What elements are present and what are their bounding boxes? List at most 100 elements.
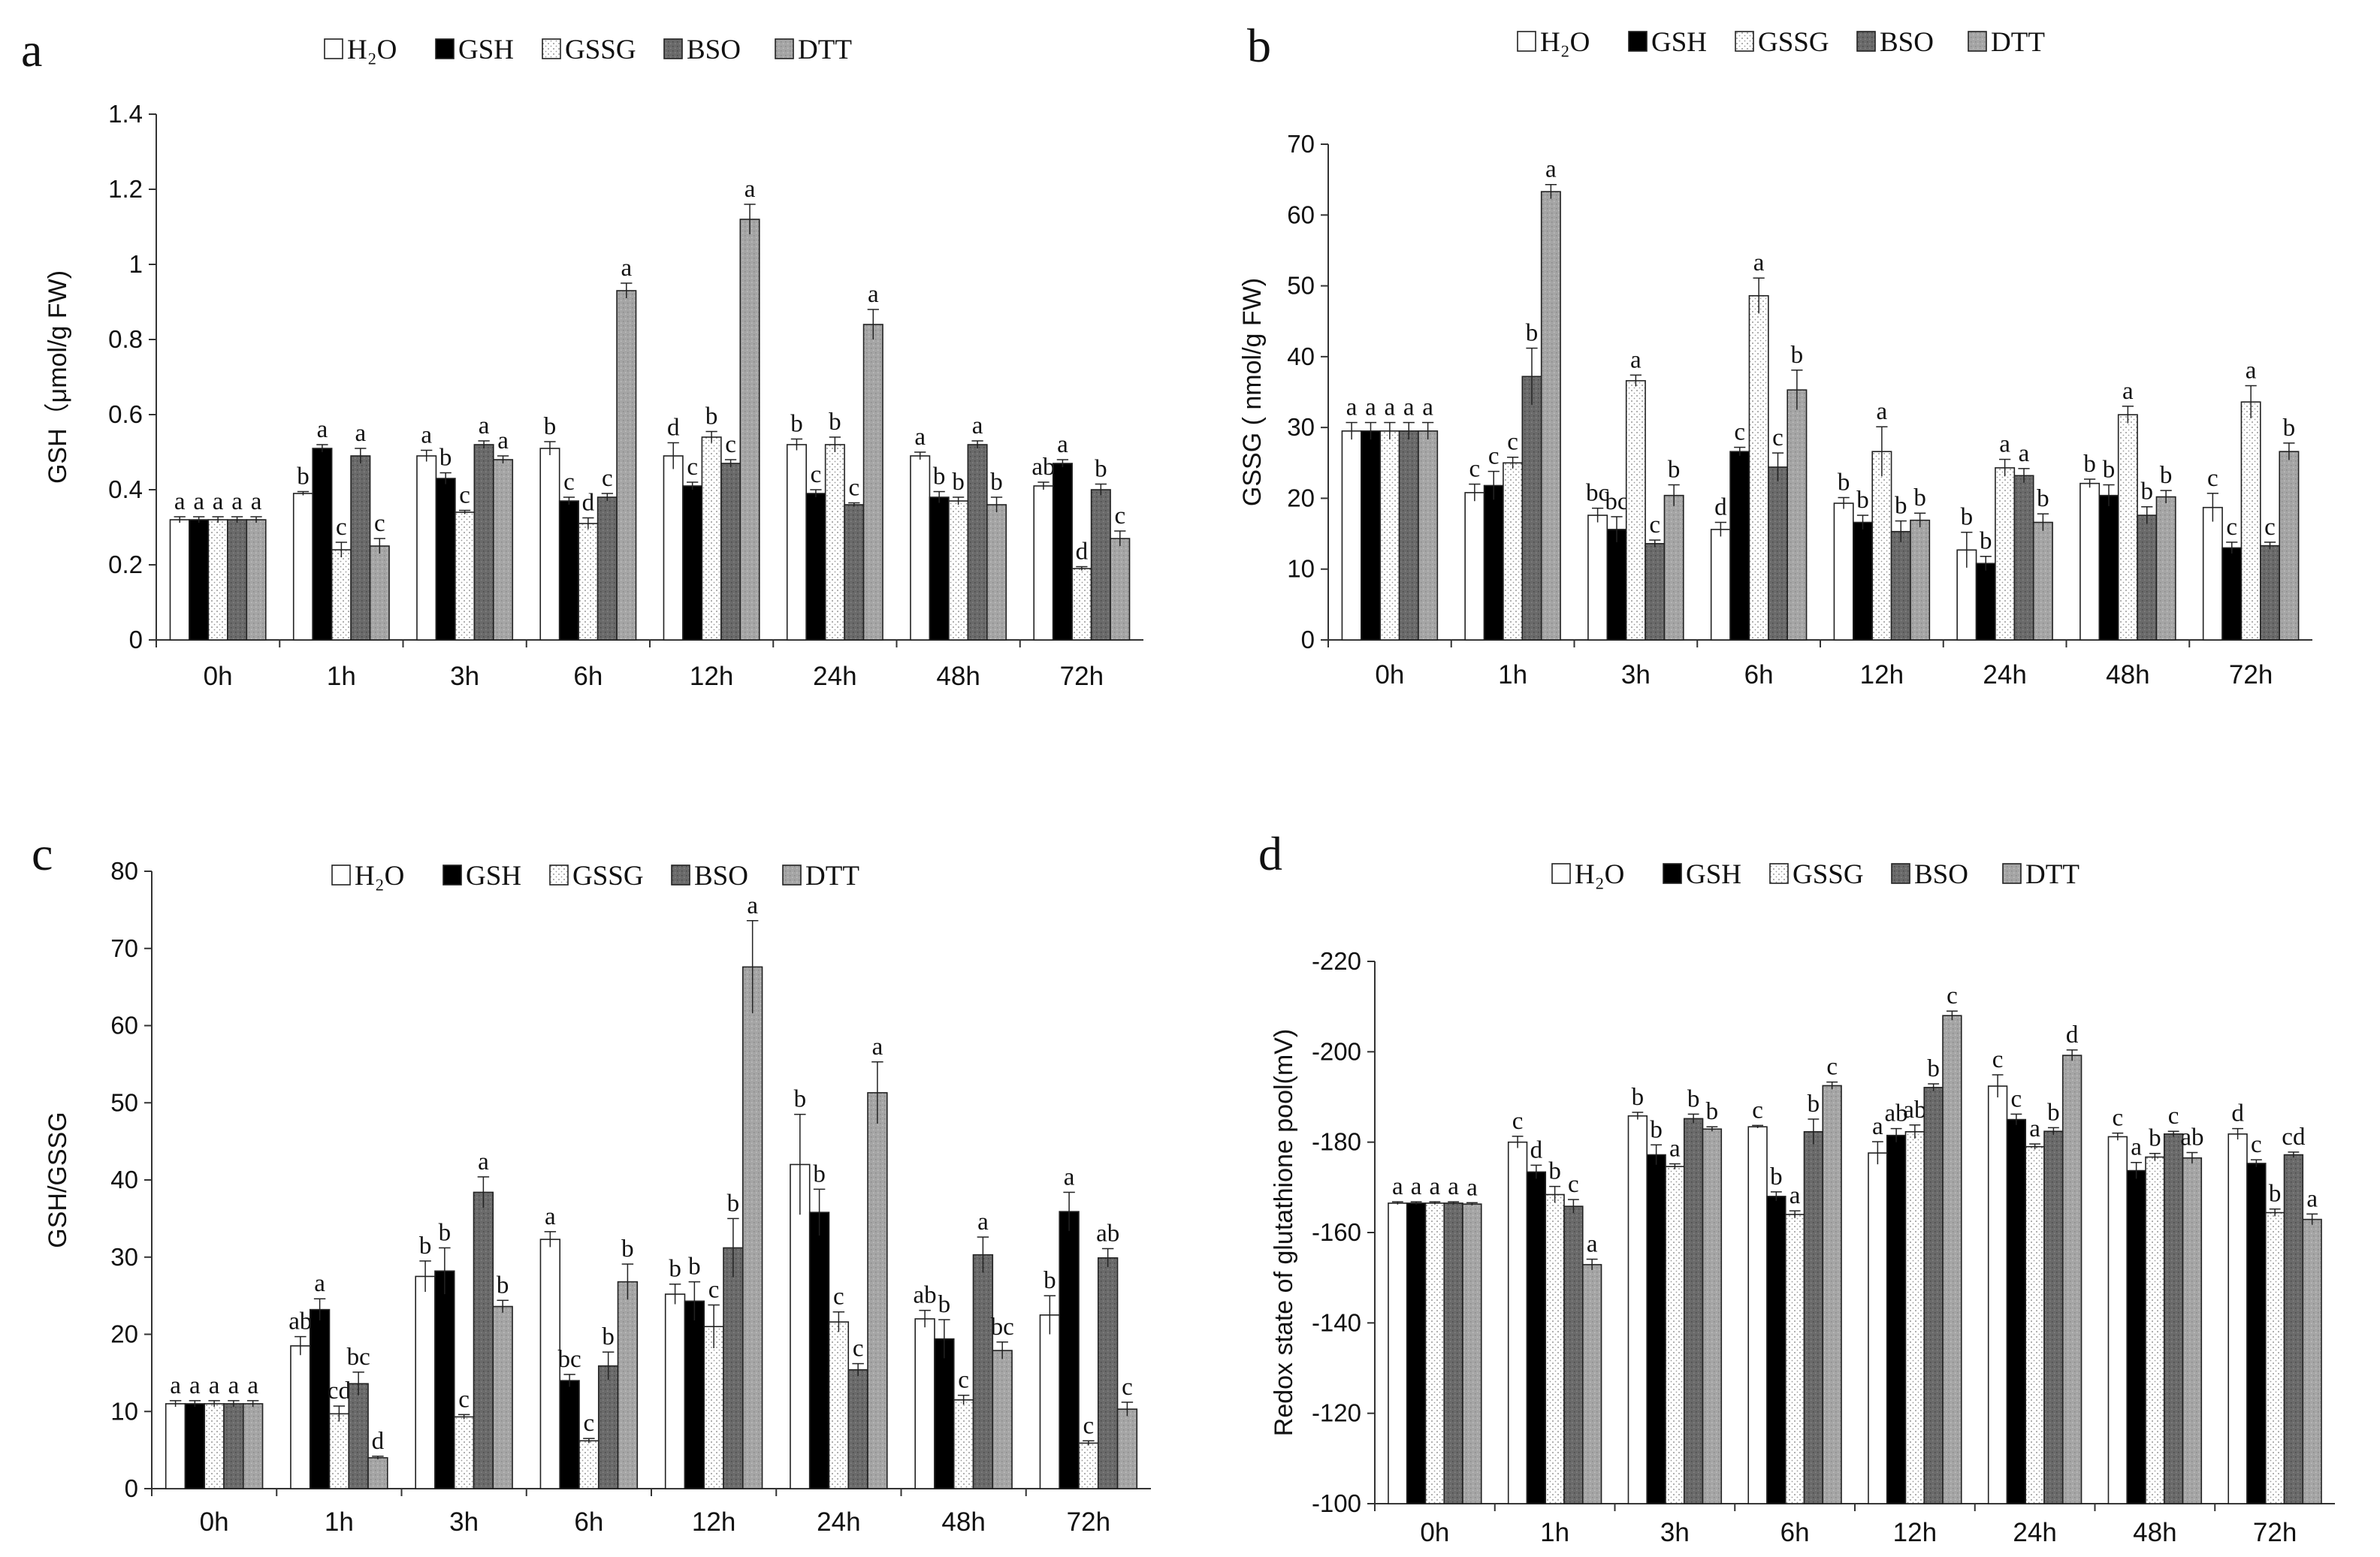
y-tick-label: -180 — [1312, 1128, 1361, 1156]
significance-letter: b — [419, 1233, 432, 1260]
significance-letter: c — [336, 514, 347, 541]
significance-letter: a — [479, 412, 490, 439]
significance-letter: b — [1770, 1163, 1783, 1190]
significance-letter: c — [811, 461, 822, 488]
significance-letter: a — [228, 1372, 240, 1399]
legend-swatch-bso — [1891, 863, 1910, 884]
bar-gssg — [1625, 380, 1646, 641]
significance-letter: b — [933, 463, 946, 490]
y-tick-label: 1 — [129, 250, 143, 278]
bar-gssg — [1904, 1131, 1925, 1504]
significance-letter: ab — [1031, 454, 1055, 481]
significance-letter: a — [1064, 1163, 1075, 1190]
significance-letter: c — [1947, 982, 1958, 1009]
x-tick-label: 3h — [1621, 660, 1651, 689]
significance-letter: c — [1826, 1054, 1838, 1081]
significance-letter: b — [938, 1291, 951, 1318]
significance-letter: b — [439, 445, 452, 472]
y-tick-label: 60 — [1287, 201, 1315, 228]
significance-letter: c — [2264, 514, 2276, 541]
legend-label: H₂O — [1575, 859, 1624, 890]
significance-letter: b — [794, 1086, 807, 1113]
bar-dtt — [986, 504, 1007, 641]
significance-letter: a — [545, 1203, 556, 1230]
significance-letter: a — [972, 412, 983, 439]
significance-letter: b — [2269, 1181, 2282, 1208]
significance-letter: b — [2141, 478, 2154, 505]
significance-letter: b — [602, 1323, 615, 1350]
y-axis-label: Redox state of glutathione pool(mV) — [1270, 1029, 1298, 1436]
bar-gsh — [1361, 430, 1381, 641]
legend-label: GSH — [458, 35, 514, 65]
bar-dtt — [2061, 1055, 2082, 1504]
y-tick-label: -160 — [1312, 1218, 1361, 1246]
bar-gsh — [808, 1212, 830, 1489]
legend: H₂O GSH GSSG BSO DTT — [1517, 27, 2045, 58]
x-tick-label: 24h — [817, 1507, 860, 1537]
significance-letter: c — [584, 1410, 595, 1437]
x-tick-label: 72h — [2229, 660, 2273, 689]
bar-bso — [597, 496, 618, 641]
significance-letter: b — [1980, 528, 1992, 555]
significance-letter: ab — [914, 1282, 937, 1309]
significance-letter: a — [189, 1372, 201, 1399]
legend-label: GSSG — [1793, 859, 1864, 890]
bar-gsh — [934, 1338, 955, 1489]
bar-bso — [227, 519, 248, 641]
significance-letter: d — [372, 1428, 385, 1455]
x-tick-label: 12h — [1893, 1518, 1937, 1547]
y-tick-label: 20 — [110, 1320, 138, 1348]
x-tick-label: 72h — [1067, 1507, 1110, 1537]
legend-label: H₂O — [1540, 27, 1590, 58]
bar-gssg — [331, 549, 352, 641]
significance-letter: d — [2066, 1021, 2079, 1049]
bar-gsh — [1052, 463, 1073, 641]
bar-gsh — [805, 493, 826, 641]
significance-letter: a — [747, 892, 758, 919]
significance-letter: c — [2168, 1103, 2179, 1130]
significance-letter: b — [990, 469, 1003, 496]
legend-label: GSSG — [565, 35, 636, 65]
legend-label: BSO — [1914, 859, 1968, 890]
x-tick-label: 0h — [1375, 660, 1404, 689]
bar-bso — [350, 455, 371, 641]
significance-letter: c — [563, 469, 575, 496]
significance-letter: c — [602, 465, 613, 492]
significance-letter: d — [1530, 1136, 1543, 1163]
significance-letter: c — [374, 510, 385, 537]
bar-h2o — [169, 519, 190, 641]
significance-letter: c — [833, 1284, 844, 1311]
significance-letter: c — [2011, 1085, 2022, 1112]
bar-dtt — [1787, 389, 1808, 641]
bar-gsh — [184, 1403, 206, 1489]
significance-letter: b — [2103, 457, 2116, 484]
bar-dtt — [493, 459, 514, 641]
significance-letter: c — [1734, 419, 1745, 446]
bar-bso — [597, 1365, 619, 1489]
significance-letter: b — [1706, 1098, 1719, 1125]
significance-letter: b — [2149, 1125, 2161, 1152]
significance-letter: a — [209, 1372, 220, 1399]
y-tick-label: 10 — [1287, 555, 1315, 583]
y-tick-label: -140 — [1312, 1308, 1361, 1336]
significance-letter: a — [1790, 1182, 1801, 1209]
bar-dtt — [739, 219, 760, 641]
bar-dtt — [2279, 451, 2300, 641]
significance-letter: ab — [2180, 1124, 2203, 1151]
legend-label: GSSG — [572, 861, 644, 892]
significance-letter: a — [478, 1148, 489, 1175]
bar-dtt — [867, 1092, 888, 1489]
legend-swatch-gssg — [1769, 863, 1789, 884]
bar-h2o — [292, 493, 313, 641]
significance-letter: ab — [1885, 1100, 1908, 1127]
y-tick-label: 0.4 — [108, 475, 143, 503]
y-tick-label: 30 — [110, 1243, 138, 1271]
significance-letter: b — [2083, 451, 2096, 478]
panel-letter: d — [1258, 827, 1282, 880]
x-tick-label: 0h — [200, 1507, 229, 1537]
bar-bso — [1890, 530, 1911, 641]
bar-gssg — [2117, 414, 2138, 641]
significance-letter: b — [1961, 504, 1974, 531]
